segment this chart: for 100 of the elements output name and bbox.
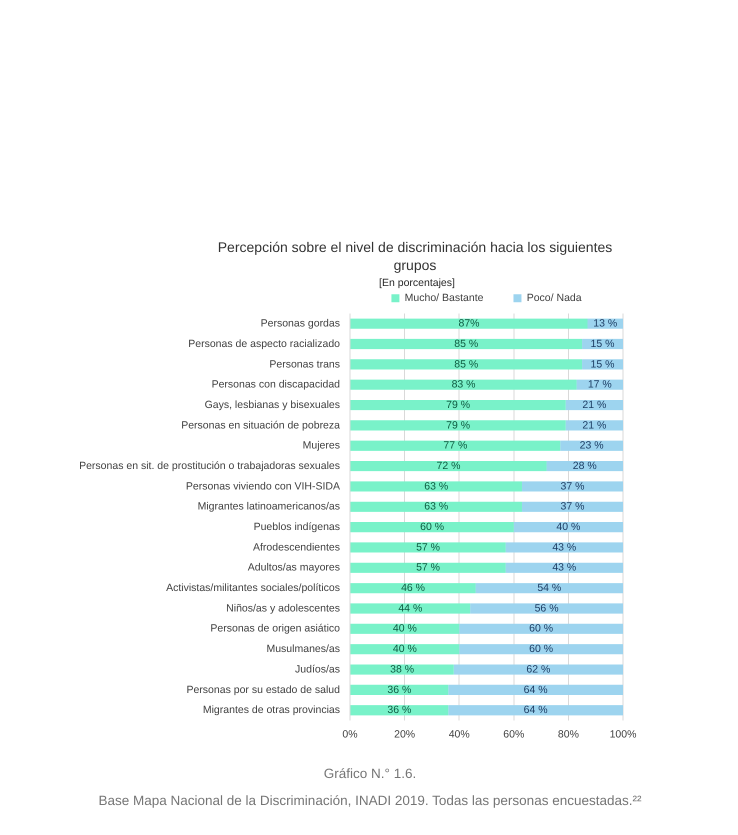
data-label: 64 % xyxy=(524,704,548,716)
bar xyxy=(476,583,623,594)
data-label: 85 % xyxy=(454,338,478,350)
data-label: 44 % xyxy=(398,602,422,614)
legend-label: Mucho/ Bastante xyxy=(404,292,484,304)
bar xyxy=(350,481,522,492)
x-tick-label: 20% xyxy=(394,728,416,741)
bar xyxy=(448,705,623,716)
data-label: 79 % xyxy=(446,398,470,411)
data-label: 60 % xyxy=(529,643,554,656)
data-label: 79 % xyxy=(446,419,470,432)
bar xyxy=(350,400,566,410)
bar xyxy=(459,624,623,634)
y-tick-label: Personas viviendo con VIH-SIDA xyxy=(186,480,340,492)
text: Gráfico N.° 1.6. xyxy=(322,765,418,783)
y-tick-label: Pueblos indígenas xyxy=(254,521,340,534)
bar xyxy=(350,522,514,532)
bar xyxy=(350,420,566,430)
data-label: 87% xyxy=(458,318,480,330)
data-label: 85 % xyxy=(454,358,478,370)
y-tick-label: Migrantes de otras provincias xyxy=(202,704,340,716)
data-label: 36 % xyxy=(387,704,412,716)
data-label: 46 % xyxy=(401,582,426,594)
data-label: 21 % xyxy=(582,419,606,432)
y-tick-label: Personas en sit. de prostitución o trabajadoras sexuales xyxy=(79,460,340,472)
y-tick-label: Mujeres xyxy=(302,440,340,452)
data-label: 13 % xyxy=(593,318,618,330)
data-label: 38 % xyxy=(390,663,414,676)
bar xyxy=(514,522,623,532)
data-label: 43 % xyxy=(552,562,576,574)
x-tick-label: 80% xyxy=(558,728,579,741)
data-label: 57 % xyxy=(416,541,440,554)
y-tick-label: Activistas/militantes sociales/políticos xyxy=(166,582,340,594)
y-tick-label: Gays, lesbianas y bisexuales xyxy=(204,398,340,411)
bar xyxy=(350,502,522,512)
y-tick-label: Afrodescendientes xyxy=(253,541,340,554)
data-label: 60 % xyxy=(529,622,554,635)
y-tick-label: Personas de aspecto racializado xyxy=(188,338,340,350)
y-tick-label: Judíos/as xyxy=(295,663,340,676)
bar xyxy=(350,644,460,654)
bar xyxy=(522,502,623,512)
x-tick-label: 40% xyxy=(448,728,470,741)
chart-title: Percepción sobre el nivel de discriminación hacia los siguientes grupos xyxy=(216,238,614,274)
bar xyxy=(350,624,460,634)
bar xyxy=(350,583,476,594)
y-tick-label: Musulmanes/as xyxy=(266,643,340,656)
y-tick-label: Personas de origen asiático xyxy=(210,622,340,635)
bar xyxy=(506,542,623,553)
y-tick-label: Personas en situación de pobreza xyxy=(181,419,340,432)
data-label: 60 % xyxy=(420,521,444,534)
bar xyxy=(350,603,470,614)
data-label: 83 % xyxy=(452,378,476,391)
data-label: 40 % xyxy=(392,643,417,656)
data-label: 72 % xyxy=(436,460,460,472)
data-label: 37 % xyxy=(560,480,584,492)
bar xyxy=(350,318,588,329)
data-label: 40 % xyxy=(556,521,580,534)
bar xyxy=(560,440,623,451)
y-tick-label: Personas con discapacidad xyxy=(212,378,340,391)
bar xyxy=(454,664,623,675)
x-tick-label: 100% xyxy=(610,728,636,741)
data-label: 64 % xyxy=(524,684,548,696)
x-tick-label: 60% xyxy=(503,728,524,741)
data-label: 63 % xyxy=(424,480,448,492)
data-label: 63 % xyxy=(424,500,448,513)
data-label: 28 % xyxy=(572,460,597,472)
bar xyxy=(350,664,454,675)
bar xyxy=(350,359,582,370)
y-tick-label: Personas gordas xyxy=(260,318,340,330)
bar xyxy=(350,705,448,716)
bar xyxy=(350,542,506,553)
bar xyxy=(350,338,582,350)
data-label: 43 % xyxy=(552,541,576,554)
y-tick-label: Adultos/as mayores xyxy=(248,562,340,574)
bar xyxy=(350,440,560,451)
bar xyxy=(350,684,448,695)
data-label: 36 % xyxy=(387,684,412,696)
bar xyxy=(459,644,623,654)
data-label: 62 % xyxy=(526,663,550,676)
bar xyxy=(522,481,623,492)
data-label: 17 % xyxy=(588,378,612,391)
data-label: 37 % xyxy=(560,500,584,513)
data-label: 15 % xyxy=(590,358,614,370)
data-label: 77 % xyxy=(443,440,468,452)
y-tick-label: Migrantes latinoamericanos/as xyxy=(198,500,340,513)
data-label: 21 % xyxy=(582,398,606,411)
data-label: 54 % xyxy=(537,582,562,594)
data-label: 15 % xyxy=(590,338,614,350)
data-label: 56 % xyxy=(534,602,559,614)
bar xyxy=(350,380,577,390)
legend-label: Poco/ Nada xyxy=(526,292,582,304)
bar xyxy=(506,562,623,573)
data-label: 57 % xyxy=(416,562,440,574)
data-label: 23 % xyxy=(580,440,604,452)
y-tick-label: Personas por su estado de salud xyxy=(186,684,340,696)
chart-subtitle: [En porcentajes] xyxy=(378,276,456,290)
y-tick-label: Niños/as y adolescentes xyxy=(226,602,340,614)
bar xyxy=(470,603,623,614)
data-label: 40 % xyxy=(392,622,417,635)
y-tick-label: Personas trans xyxy=(269,358,340,370)
